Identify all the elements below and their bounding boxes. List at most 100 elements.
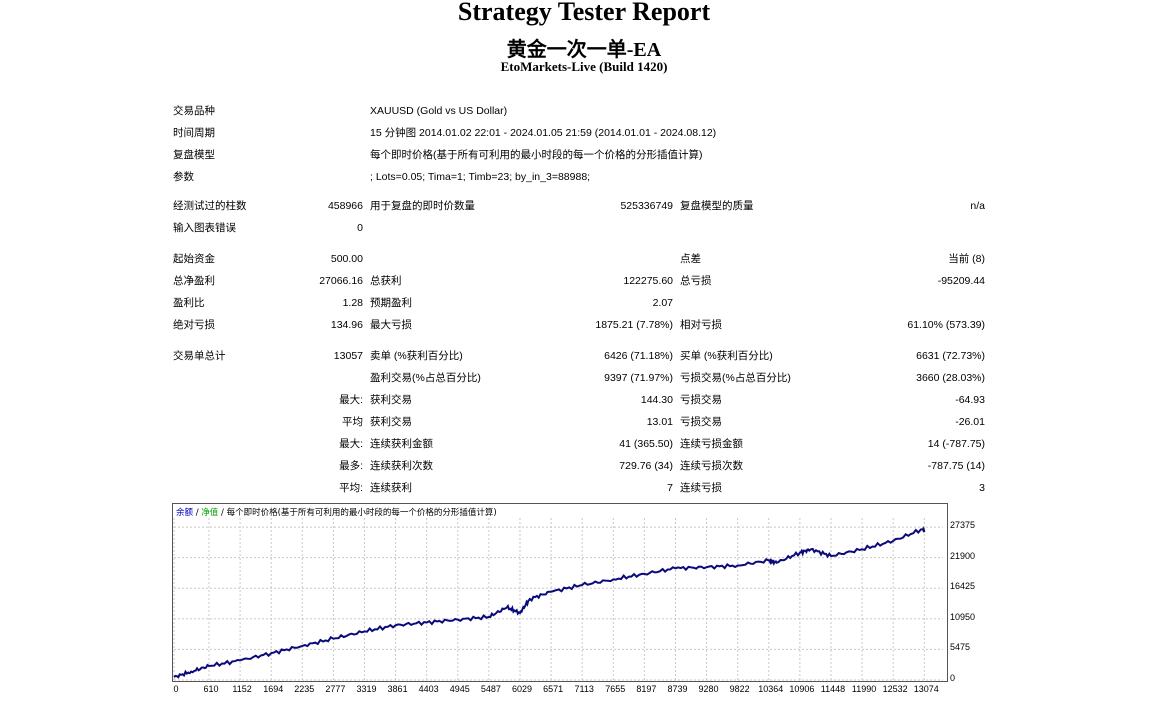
balance-line (173, 526, 926, 679)
x-tick-label: 2777 (325, 684, 346, 694)
y-tick-label: 16425 (950, 581, 976, 592)
legend-separator: / (218, 508, 227, 518)
bars-label: 经测试过的柱数 (173, 200, 247, 212)
x-tick-label: 4403 (418, 684, 439, 694)
max-drawdown-value: 1875.21 (7.78%) (595, 319, 673, 331)
bars-value: 458966 (327, 200, 363, 212)
x-tick-label: 10364 (758, 684, 784, 694)
x-tick-label: 3861 (387, 684, 408, 694)
server-build: EtoMarkets-Live (Build 1420) (500, 59, 668, 74)
avg-consecutive-losses-value: 3 (979, 482, 985, 494)
max-consecutive-losses-value: 14 (-787.75) (927, 438, 985, 450)
spread-value: 当前 (8) (948, 253, 985, 265)
x-tick-label: 6571 (543, 684, 564, 694)
legend-equity: 净值 (201, 508, 219, 518)
y-tick-label: 5475 (950, 642, 971, 653)
ea-name: 黄金一次一单-EA (0, 33, 1168, 62)
largest-profit-value: 144.30 (640, 394, 673, 406)
profit-factor-label: 盈利比 (173, 297, 205, 309)
largest-profit-label: 获利交易 (370, 394, 412, 406)
maximal-losses-label: 连续亏损次数 (680, 460, 743, 472)
legend-balance: 余额 (176, 508, 194, 518)
quality-value: n/a (970, 200, 985, 212)
profit-trades-value: 9397 (71.97%) (604, 372, 673, 384)
model-value: 每个即时价格(基于所有可利用的最小时段的每一个价格的分形插值计算) (370, 149, 703, 161)
x-tick-label: 610 (203, 684, 219, 694)
x-tick-label: 1152 (232, 684, 252, 694)
quality-label: 复盘模型的质量 (680, 200, 754, 212)
long-positions-value: 6631 (72.73%) (916, 350, 985, 362)
x-tick-label: 5487 (480, 684, 501, 694)
gross-profit-value: 122275.60 (623, 275, 673, 287)
model-label: 复盘模型 (173, 149, 215, 161)
y-tick-label: 0 (950, 673, 956, 683)
abs-drawdown-label: 绝对亏损 (173, 319, 215, 331)
y-tick-label: 21900 (950, 550, 976, 561)
period-label: 时间周期 (173, 127, 215, 139)
legend-model: 每个即时价格(基于所有可利用的最小时段的每一个价格的分形插值计算) (226, 508, 497, 518)
spread-label: 点差 (680, 253, 701, 265)
x-tick-label: 9822 (729, 684, 750, 694)
balance-chart (172, 503, 948, 682)
rel-drawdown-label: 相对亏损 (680, 319, 722, 331)
x-tick-label: 11990 (851, 684, 877, 694)
average-prefix: 平均 (342, 416, 363, 428)
x-tick-label: 9280 (698, 684, 719, 694)
x-tick-label: 2235 (294, 684, 315, 694)
errors-label: 输入图表错误 (173, 222, 236, 234)
avg-consecutive-losses-label: 连续亏损 (680, 482, 722, 494)
loss-trades-label: 亏损交易(%占总百分比) (680, 372, 791, 384)
balance-chart-svg (173, 518, 943, 681)
avg-consecutive-prefix: 平均: (339, 482, 363, 494)
short-positions-value: 6426 (71.18%) (604, 350, 673, 362)
x-tick-label: 11448 (820, 684, 846, 694)
x-tick-label: 3319 (356, 684, 377, 694)
ticks-value: 525336749 (620, 200, 673, 212)
report-title: Strategy Tester Report (457, 0, 711, 26)
x-tick-label: 7655 (605, 684, 626, 694)
net-profit-value: 27066.16 (319, 275, 363, 287)
rel-drawdown-value: 61.10% (573.39) (907, 319, 985, 331)
x-tick-label: 7113 (574, 684, 594, 694)
gross-loss-value: -95209.44 (937, 275, 985, 287)
y-tick-label: 27375 (950, 520, 976, 531)
deposit-value: 500.00 (330, 253, 363, 265)
symbol-label: 交易品种 (173, 105, 215, 117)
expected-payoff-value: 2.07 (652, 297, 673, 309)
avg-consecutive-wins-label: 连续获利 (370, 482, 412, 494)
legend-separator: / (193, 508, 202, 518)
ticks-label: 用于复盘的即时价数量 (370, 200, 475, 212)
maximal-wins-label: 连续获利次数 (370, 460, 433, 472)
x-tick-label: 6029 (511, 684, 532, 694)
gross-loss-label: 总亏损 (680, 275, 712, 287)
period-value: 15 分钟图 2014.01.02 22:01 - 2024.01.05 21:… (370, 127, 717, 139)
x-tick-label: 8197 (636, 684, 657, 694)
params-label: 参数 (173, 171, 194, 183)
avg-consecutive-wins-value: 7 (667, 482, 673, 494)
x-tick-label: 4945 (449, 684, 470, 694)
y-tick-label: 10950 (950, 611, 976, 622)
maximal-prefix: 最多: (339, 460, 363, 472)
x-tick-label: 8739 (667, 684, 688, 694)
average-profit-label: 获利交易 (370, 416, 412, 428)
largest-prefix: 最大: (339, 394, 363, 406)
deposit-label: 起始资金 (173, 253, 215, 265)
profit-factor-value: 1.28 (342, 297, 363, 309)
chart-legend: 余额 / 净值 / 每个即时价格(基于所有可利用的最小时段的每一个价格的分形插值… (176, 506, 497, 518)
max-consecutive-prefix: 最大: (339, 438, 363, 450)
x-tick-label: 12532 (882, 684, 908, 694)
gross-profit-label: 总获利 (370, 275, 402, 287)
profit-trades-label: 盈利交易(%占总百分比) (370, 372, 481, 384)
x-tick-label: 13074 (913, 684, 939, 694)
average-profit-value: 13.01 (646, 416, 673, 428)
max-drawdown-label: 最大亏损 (370, 319, 412, 331)
ea-name-suffix: -EA (626, 39, 662, 61)
symbol-value: XAUUSD (Gold vs US Dollar) (370, 105, 508, 117)
errors-value: 0 (357, 222, 363, 234)
average-loss-value: -26.01 (955, 416, 985, 428)
max-consecutive-wins-value: 41 (365.50) (619, 438, 673, 450)
net-profit-label: 总净盈利 (173, 275, 215, 287)
x-tick-label: 1694 (263, 684, 284, 694)
average-loss-label: 亏损交易 (680, 416, 722, 428)
maximal-losses-value: -787.75 (14) (927, 460, 985, 472)
